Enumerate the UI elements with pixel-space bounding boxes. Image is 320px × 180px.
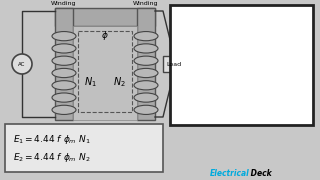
Text: $E_1 = 4.44\ f\ \phi_m\ N_1$: $E_1 = 4.44\ f\ \phi_m\ N_1$ bbox=[13, 133, 91, 146]
Bar bbox=[5, 124, 163, 172]
Text: Load: Load bbox=[166, 62, 181, 66]
Bar bbox=[137, 8, 155, 120]
Bar bbox=[55, 8, 155, 26]
Text: Transformer: Transformer bbox=[191, 93, 292, 109]
Ellipse shape bbox=[52, 44, 76, 53]
Ellipse shape bbox=[52, 93, 76, 102]
Text: $N_1$: $N_1$ bbox=[84, 75, 97, 89]
Text: Deck: Deck bbox=[248, 170, 272, 179]
Ellipse shape bbox=[134, 93, 158, 102]
Circle shape bbox=[12, 54, 32, 74]
Text: Electrical: Electrical bbox=[210, 170, 250, 179]
Bar bbox=[163, 56, 185, 72]
Ellipse shape bbox=[134, 68, 158, 78]
Bar bbox=[55, 8, 73, 120]
Text: $\phi$: $\phi$ bbox=[101, 30, 109, 42]
Text: Secondary
Winding: Secondary Winding bbox=[129, 0, 163, 6]
Text: Of: Of bbox=[232, 57, 251, 73]
Bar bbox=[170, 5, 313, 125]
Text: Primary
Winding: Primary Winding bbox=[51, 0, 77, 6]
Ellipse shape bbox=[52, 68, 76, 78]
Text: $E_2 = 4.44\ f\ \phi_m\ N_2$: $E_2 = 4.44\ f\ \phi_m\ N_2$ bbox=[13, 151, 91, 164]
Ellipse shape bbox=[134, 56, 158, 65]
Ellipse shape bbox=[52, 31, 76, 41]
Ellipse shape bbox=[134, 44, 158, 53]
Text: AC: AC bbox=[18, 62, 26, 66]
Ellipse shape bbox=[52, 81, 76, 90]
Bar bbox=[73, 26, 137, 120]
Ellipse shape bbox=[134, 81, 158, 90]
Ellipse shape bbox=[134, 105, 158, 114]
Text: $N_2$: $N_2$ bbox=[113, 75, 125, 89]
Ellipse shape bbox=[52, 105, 76, 114]
Text: EMF Equation: EMF Equation bbox=[185, 28, 298, 42]
Ellipse shape bbox=[52, 56, 76, 65]
Ellipse shape bbox=[134, 31, 158, 41]
